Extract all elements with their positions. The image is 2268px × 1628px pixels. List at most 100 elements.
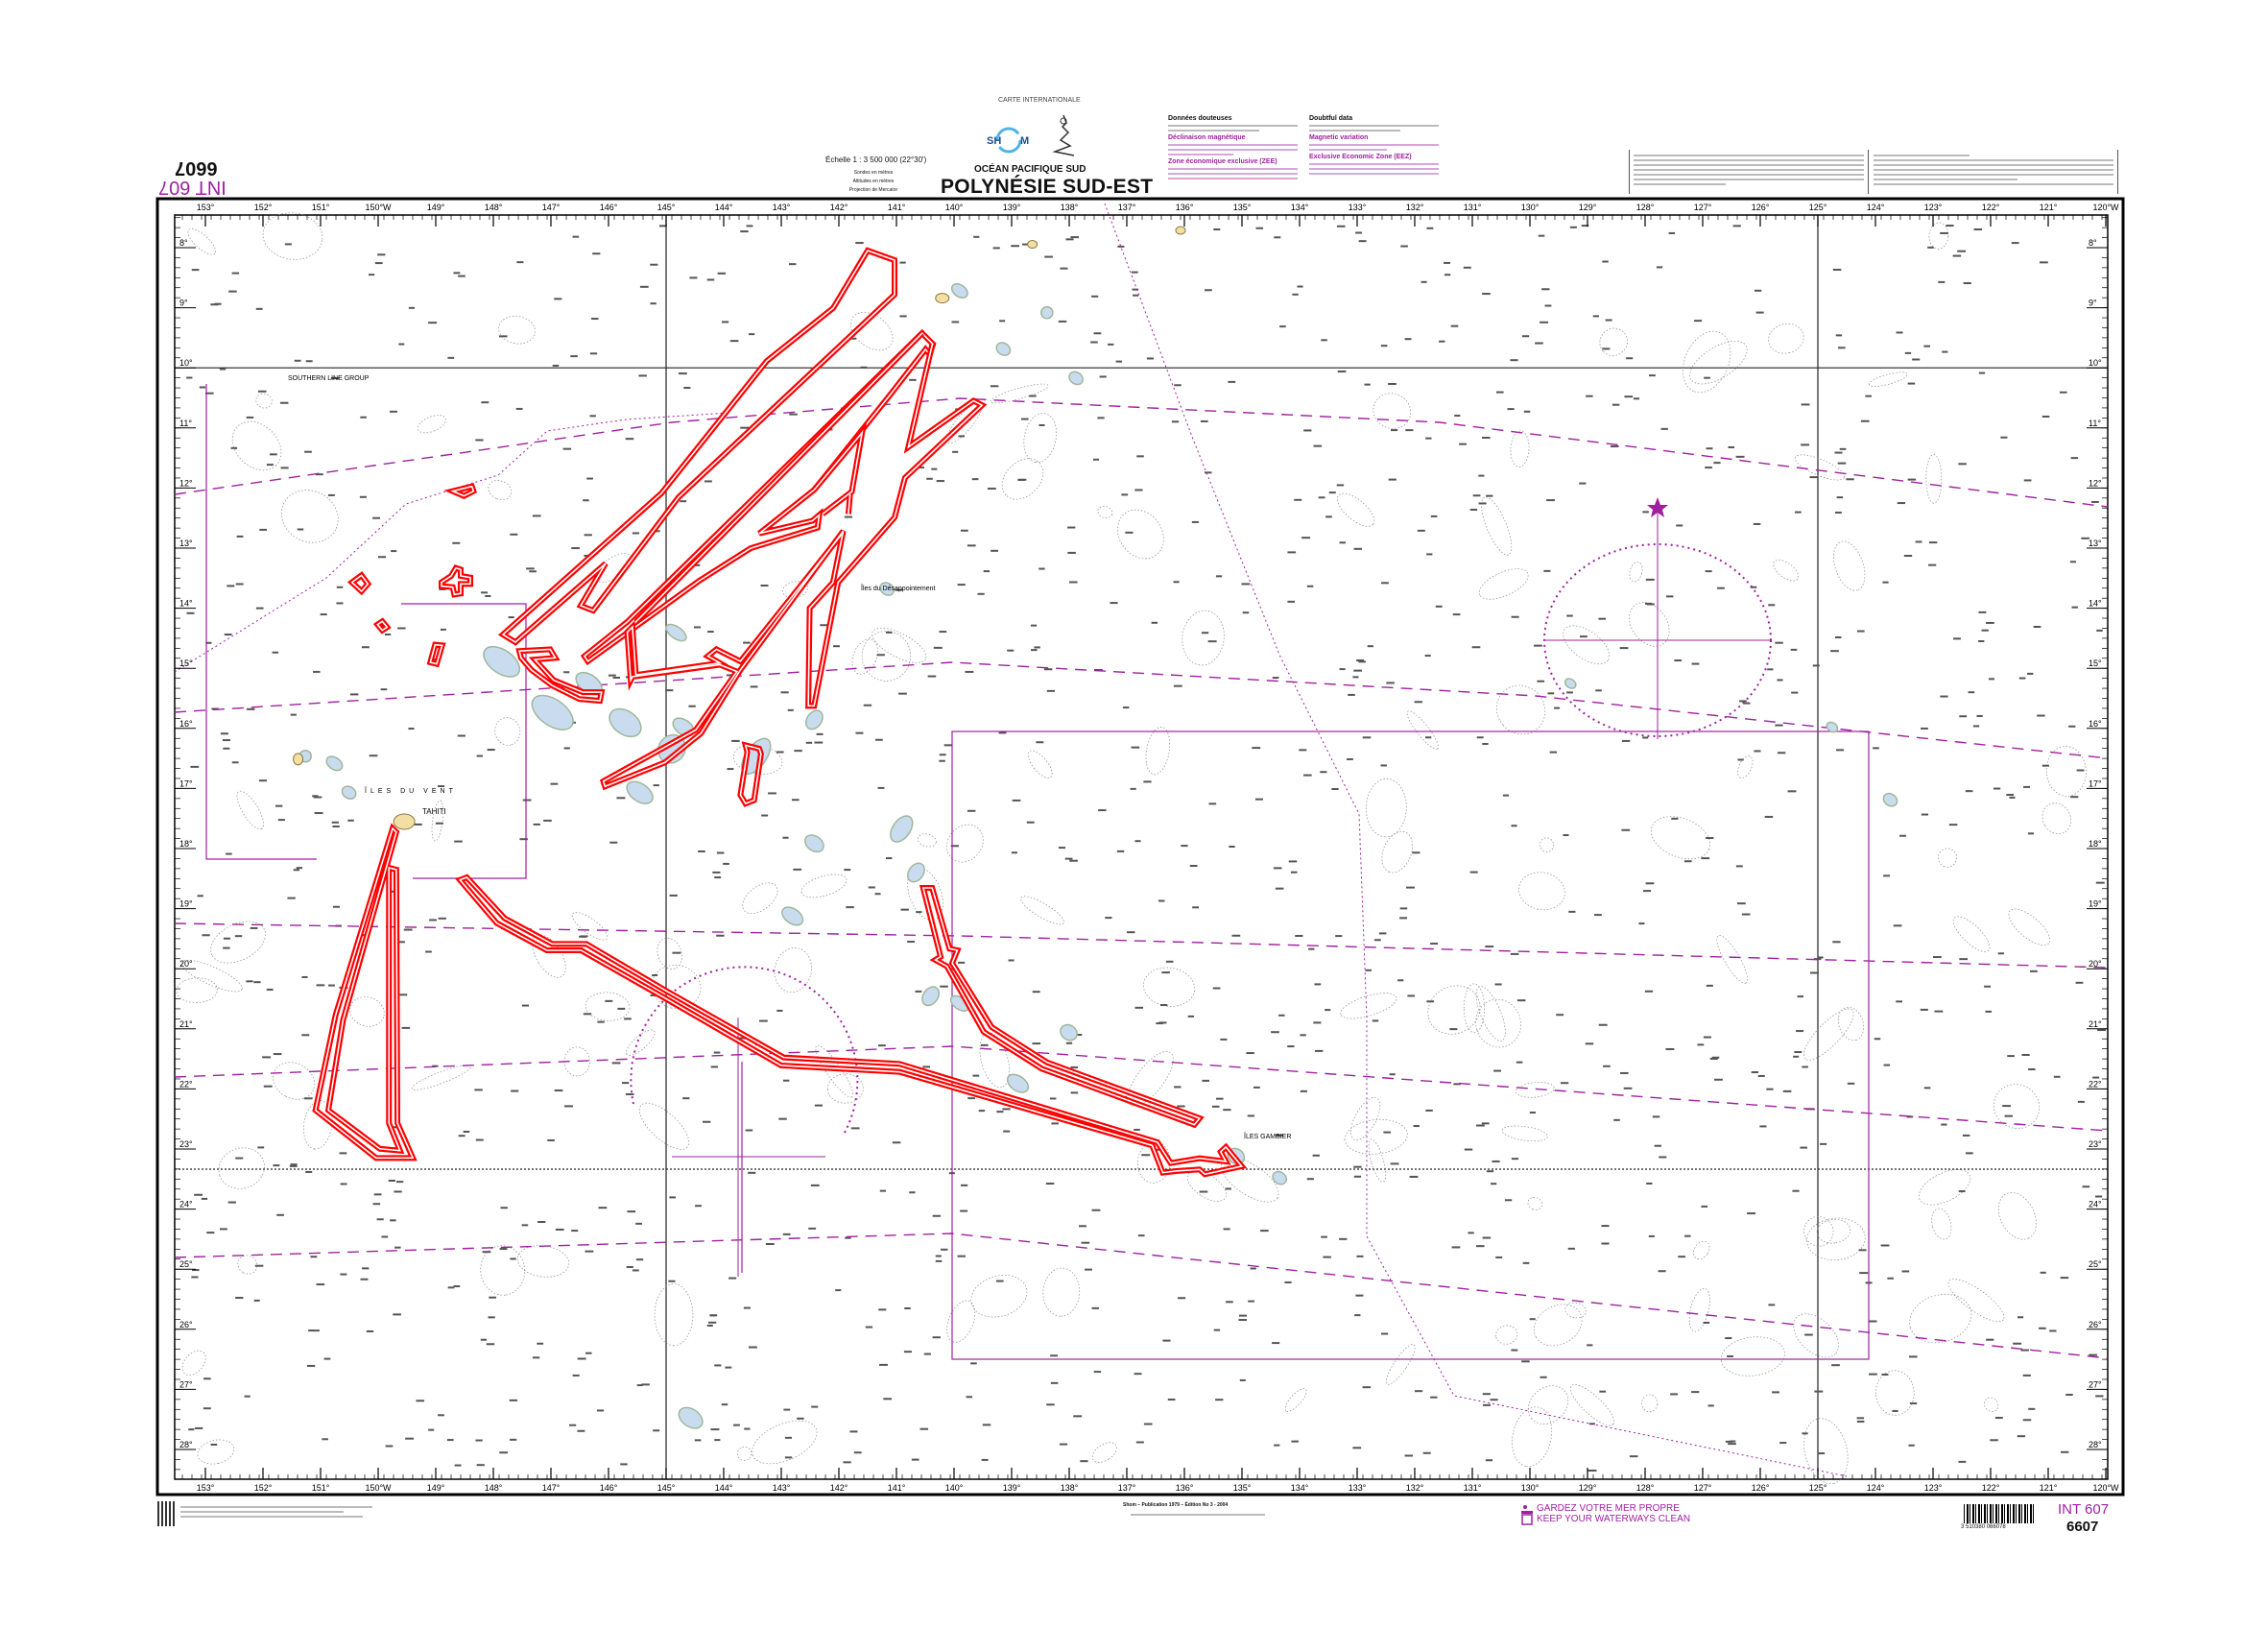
sounding-mark	[698, 850, 705, 852]
sounding-mark	[1521, 335, 1530, 338]
sounding-mark	[1485, 1459, 1493, 1462]
sounding-mark	[1213, 1329, 1221, 1331]
sounding-mark	[1399, 917, 1408, 920]
longitude-label: 125°	[1809, 1483, 1827, 1493]
qr-code[interactable]	[157, 1501, 175, 1526]
island-lagoon	[483, 645, 521, 678]
sounding-mark	[1601, 1225, 1610, 1228]
sounding-mark	[336, 602, 344, 605]
sounding-mark	[983, 570, 991, 573]
sounding-mark	[814, 1104, 824, 1107]
longitude-label: 120°W	[2092, 203, 2119, 212]
sounding-mark	[641, 1383, 650, 1386]
sounding-mark	[745, 1129, 753, 1132]
depth-contour	[1368, 1138, 1387, 1183]
sounding-mark	[1121, 493, 1129, 496]
sounding-mark	[1276, 1134, 1283, 1137]
sounding-mark	[1278, 1014, 1285, 1017]
sounding-mark	[865, 1326, 873, 1329]
sounding-mark	[973, 235, 980, 238]
sounding-mark	[844, 515, 853, 518]
sounding-mark	[1953, 637, 1961, 640]
sounding-mark	[1486, 494, 1493, 497]
sounding-mark	[1081, 1241, 1090, 1244]
sounding-mark	[316, 1283, 325, 1286]
depth-contour	[1997, 1192, 2037, 1240]
sounding-mark	[393, 1313, 401, 1316]
sounding-mark	[1598, 617, 1607, 620]
sounding-mark	[782, 836, 789, 839]
sounding-mark	[2059, 391, 2067, 394]
sounding-mark	[439, 587, 446, 590]
longitude-label: 145°	[657, 1483, 676, 1493]
sounding-mark	[405, 1437, 415, 1440]
sounding-mark	[1068, 581, 1078, 584]
sounding-mark	[883, 1398, 893, 1401]
sounding-mark	[780, 691, 789, 694]
sounding-mark	[596, 1409, 605, 1412]
depth-contour	[1495, 684, 1546, 735]
sounding-mark	[1399, 907, 1408, 910]
depth-contour	[2045, 746, 2087, 797]
sounding-mark	[435, 822, 443, 825]
sounding-mark	[1469, 871, 1478, 874]
sounding-mark	[1482, 742, 1489, 745]
island-land	[293, 753, 304, 766]
sounding-mark	[1645, 578, 1655, 581]
sounding-mark	[1535, 342, 1543, 345]
annotation-group	[519, 333, 982, 803]
sounding-mark	[1948, 824, 1958, 826]
sounding-mark	[2027, 672, 2034, 675]
sounding-mark	[1701, 857, 1710, 860]
longitude-label: 143°	[773, 203, 791, 212]
sounding-mark	[639, 285, 649, 288]
longitude-label: 136°	[1176, 203, 1194, 212]
island-lagoon	[803, 834, 824, 853]
sounding-mark	[1008, 959, 1015, 962]
sounding-mark	[313, 796, 322, 799]
sounding-mark	[1892, 1409, 1898, 1412]
sounding-mark	[940, 1248, 948, 1251]
sounding-mark	[1812, 664, 1820, 667]
sounding-mark	[1899, 834, 1906, 837]
sounding-mark	[1676, 524, 1683, 527]
depth-contour	[1816, 1219, 1851, 1244]
latitude-label: 18°	[2089, 839, 2102, 849]
sounding-mark	[695, 1205, 702, 1208]
latitude-label: 15°	[2089, 658, 2102, 668]
depth-contour	[280, 490, 339, 543]
sounding-mark	[1831, 1364, 1840, 1367]
sounding-mark	[1133, 294, 1139, 297]
sounding-mark	[1985, 1010, 1993, 1013]
depth-contour	[1909, 1293, 1972, 1344]
sounding-mark	[304, 450, 312, 453]
sounding-mark	[1757, 1074, 1765, 1077]
sounding-mark	[1666, 595, 1674, 598]
sounding-mark	[398, 343, 405, 346]
sounding-mark	[1079, 1225, 1086, 1228]
annotation-group	[460, 877, 1242, 1174]
sounding-mark	[308, 1329, 315, 1332]
sounding-mark	[1703, 1036, 1711, 1039]
sounding-mark	[1246, 1052, 1254, 1055]
sounding-mark	[1691, 1391, 1700, 1394]
sounding-mark	[1588, 1469, 1597, 1472]
sounding-mark	[1478, 474, 1485, 477]
depth-contour	[480, 1245, 526, 1296]
sounding-mark	[2023, 785, 2031, 788]
sounding-mark	[748, 1346, 757, 1349]
sounding-mark	[1707, 1404, 1714, 1407]
sounding-mark	[1598, 1023, 1608, 1026]
sounding-mark	[316, 984, 325, 987]
latitude-label: 28°	[179, 1440, 193, 1449]
sounding-mark	[1284, 1281, 1292, 1283]
sounding-mark	[1426, 1000, 1435, 1003]
sounding-mark	[1339, 541, 1346, 544]
depth-contour	[1478, 568, 1529, 600]
latitude-label: 14°	[2089, 599, 2102, 609]
sounding-mark	[1942, 350, 1948, 353]
sounding-mark	[201, 1197, 208, 1200]
sounding-mark	[2007, 1055, 2015, 1058]
sounding-mark	[1965, 1152, 1973, 1155]
sounding-mark	[1108, 343, 1114, 346]
